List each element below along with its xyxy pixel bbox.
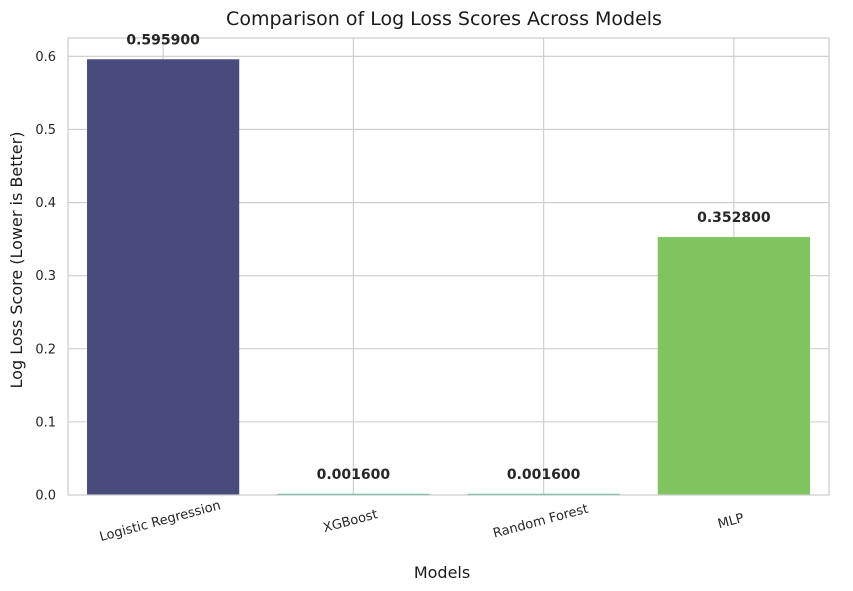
bar-mlp xyxy=(657,237,810,495)
y-axis-label: Log Loss Score (Lower is Better) xyxy=(7,132,26,389)
x-tick-label: Random Forest xyxy=(492,502,590,542)
y-tick-label: 0.6 xyxy=(35,50,56,65)
x-axis-label: Models xyxy=(414,563,470,582)
x-axis-ticks: Logistic Regression XGBoost Random Forest M… xyxy=(98,498,746,545)
data-label: 0.595900 xyxy=(126,32,200,48)
y-axis-ticks: 0.0 0.1 0.2 0.3 0.4 0.5 0.6 xyxy=(35,50,56,504)
data-label: 0.001600 xyxy=(317,467,391,483)
y-tick-label: 0.3 xyxy=(35,269,56,284)
plot-frame xyxy=(67,37,830,496)
data-labels: 0.595900 0.001600 0.001600 0.352800 xyxy=(126,32,771,483)
bar-logistic-regression xyxy=(87,59,240,495)
y-tick-label: 0.1 xyxy=(35,415,56,430)
y-tick-label: 0.2 xyxy=(35,342,56,357)
y-tick-label: 0.5 xyxy=(35,123,56,138)
y-tick-label: 0.4 xyxy=(35,196,56,211)
chart-title: Comparison of Log Loss Scores Across Mod… xyxy=(226,8,662,30)
data-label: 0.352800 xyxy=(697,210,771,226)
x-tick-label: MLP xyxy=(716,511,745,532)
x-tick-label: XGBoost xyxy=(322,507,380,536)
x-tick-label: Logistic Regression xyxy=(98,498,222,545)
bars xyxy=(87,59,810,495)
y-tick-label: 0.0 xyxy=(35,489,56,504)
data-label: 0.001600 xyxy=(507,467,581,483)
